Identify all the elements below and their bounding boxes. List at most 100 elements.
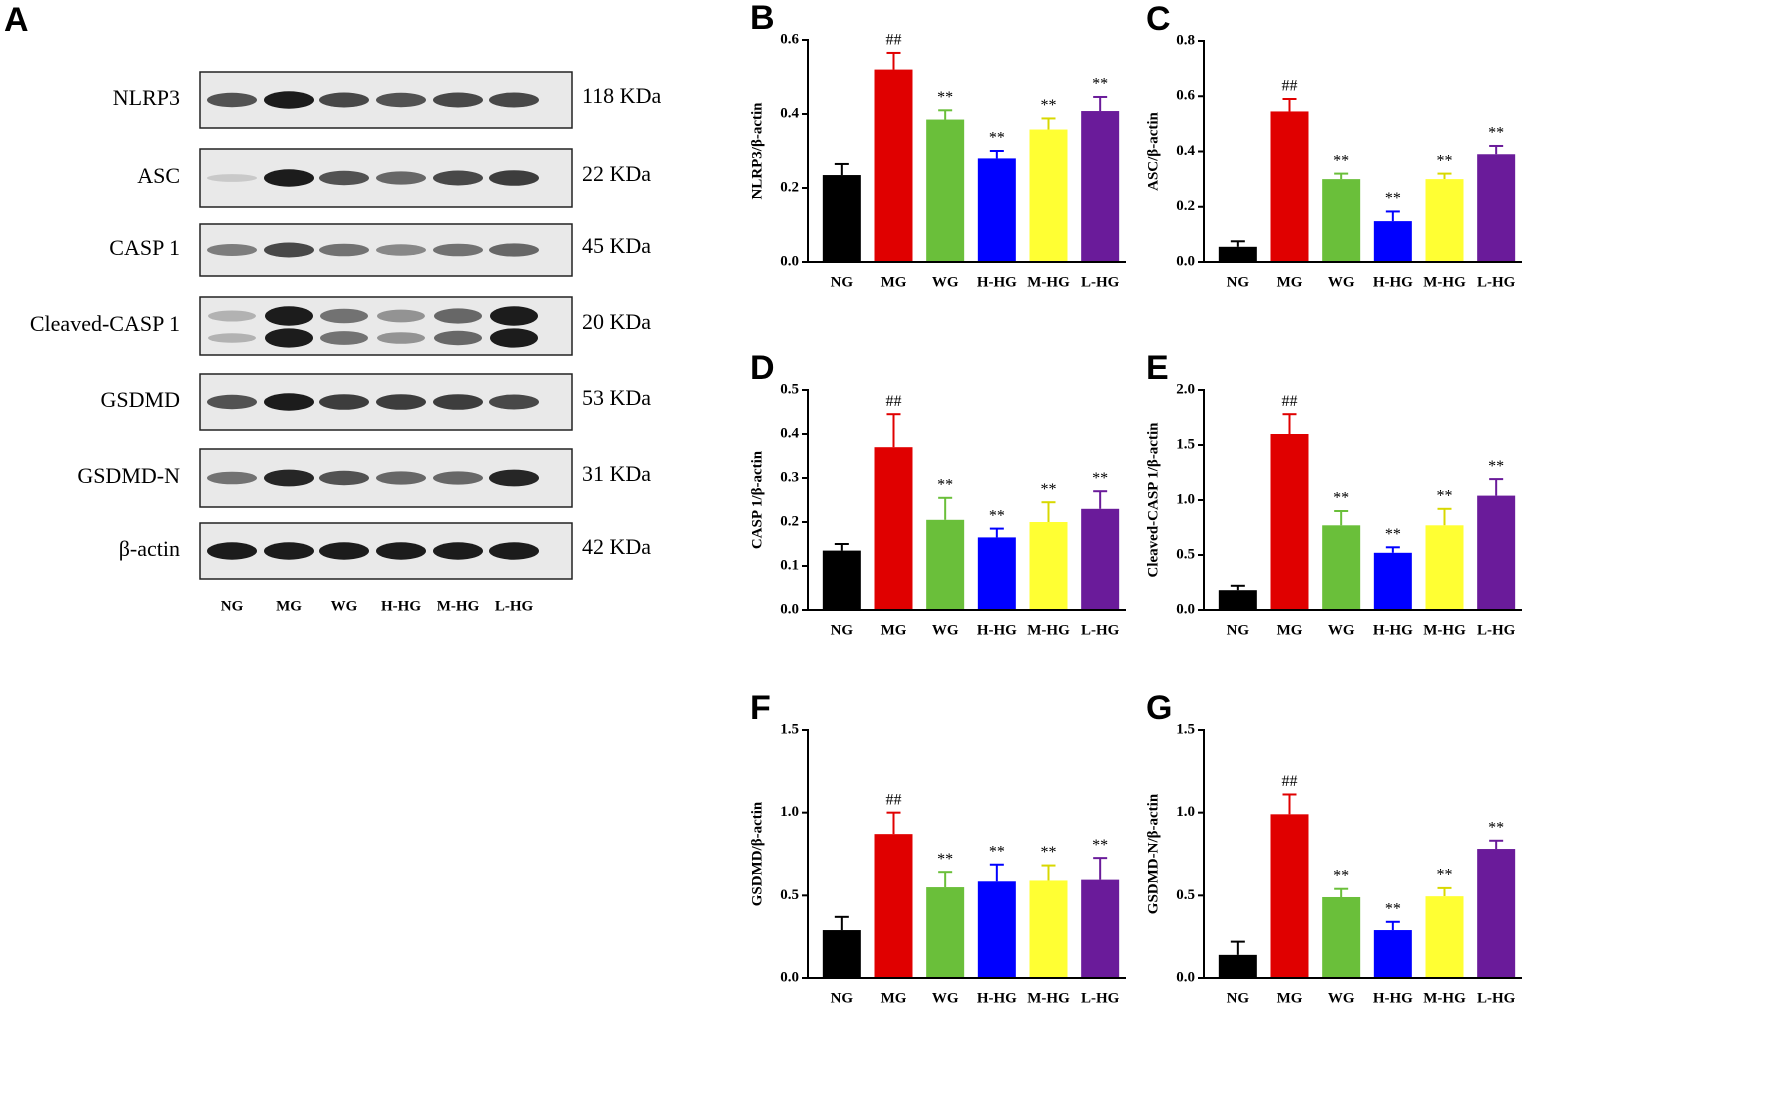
band <box>207 244 257 256</box>
x-tick-label: L-HG <box>1477 990 1516 1006</box>
significance: ** <box>989 843 1005 860</box>
lane-label: MG <box>276 598 302 614</box>
y-tick-label: 0.2 <box>780 179 799 195</box>
band <box>264 393 314 411</box>
band <box>489 92 539 108</box>
bar <box>874 447 913 610</box>
bar <box>926 119 965 262</box>
x-tick-label: WG <box>1328 990 1355 1006</box>
significance: ## <box>1282 78 1298 95</box>
band <box>319 92 369 108</box>
band <box>433 170 483 186</box>
bar <box>1477 154 1516 262</box>
blot-row-label: ASC <box>137 163 180 188</box>
x-tick-label: MG <box>881 274 907 290</box>
x-tick-label: L-HG <box>1477 622 1516 638</box>
band <box>207 92 257 108</box>
x-tick-label: H-HG <box>1373 990 1413 1006</box>
band <box>489 170 539 186</box>
significance: ** <box>937 476 953 493</box>
x-tick-label: L-HG <box>1081 990 1120 1006</box>
x-tick-label: WG <box>1328 274 1355 290</box>
bar <box>1081 879 1120 978</box>
y-tick-label: 1.0 <box>1176 491 1195 507</box>
bar <box>1477 849 1516 978</box>
significance: ** <box>1333 490 1349 507</box>
x-tick-label: NG <box>1227 274 1250 290</box>
y-tick-label: 0.1 <box>780 557 799 573</box>
x-tick-label: NG <box>831 274 854 290</box>
y-tick-label: 0.0 <box>1176 253 1195 269</box>
bar <box>822 930 861 978</box>
band <box>319 470 369 486</box>
y-tick-label: 2.0 <box>1176 381 1195 397</box>
bar <box>1029 880 1068 978</box>
x-tick-label: M-HG <box>1027 990 1070 1006</box>
y-tick-label: 0.0 <box>1176 601 1195 617</box>
blot-row-label: GSDMD-N <box>77 463 180 488</box>
significance: ** <box>1488 458 1504 475</box>
bar <box>1425 896 1464 978</box>
significance: ** <box>1333 152 1349 169</box>
x-tick-label: H-HG <box>1373 622 1413 638</box>
significance: ## <box>886 32 902 49</box>
significance: ** <box>1041 97 1057 114</box>
blot-row-label: NLRP3 <box>113 85 180 110</box>
x-tick-label: NG <box>1227 622 1250 638</box>
x-tick-label: M-HG <box>1423 990 1466 1006</box>
significance: ## <box>886 393 902 410</box>
x-tick-label: L-HG <box>1477 274 1516 290</box>
y-tick-label: 0.2 <box>1176 198 1195 214</box>
x-tick-label: L-HG <box>1081 622 1120 638</box>
band <box>489 469 539 487</box>
y-axis-label: GSDMD/β-actin <box>749 801 765 906</box>
band <box>376 394 426 410</box>
bar <box>1218 954 1257 978</box>
blot-size-label: 118 KDa <box>582 83 661 108</box>
x-tick-label: NG <box>831 990 854 1006</box>
band <box>433 92 483 108</box>
band <box>208 333 256 343</box>
band <box>264 91 314 109</box>
lane-label: NG <box>221 598 244 614</box>
y-tick-label: 0.5 <box>1176 887 1195 903</box>
y-tick-label: 0.0 <box>780 969 799 985</box>
lane-label: M-HG <box>437 598 480 614</box>
band <box>434 308 482 324</box>
panel-letter: G <box>1146 689 1172 727</box>
significance: ## <box>886 791 902 808</box>
band <box>319 542 369 560</box>
x-tick-label: H-HG <box>977 990 1017 1006</box>
bar <box>1081 508 1120 610</box>
y-tick-label: 1.0 <box>780 804 799 820</box>
significance: ** <box>937 851 953 868</box>
bar <box>874 834 913 978</box>
band <box>376 471 426 485</box>
band <box>207 394 257 410</box>
x-tick-label: WG <box>932 990 959 1006</box>
x-tick-label: L-HG <box>1081 274 1120 290</box>
band <box>320 331 368 345</box>
band <box>490 306 538 326</box>
band <box>376 92 426 108</box>
bar <box>1477 495 1516 610</box>
x-tick-label: M-HG <box>1423 622 1466 638</box>
y-axis-label: ASC/β-actin <box>1145 111 1161 190</box>
blot-size-label: 20 KDa <box>582 309 651 334</box>
band <box>207 174 257 182</box>
y-tick-label: 0.4 <box>780 105 799 121</box>
y-tick-label: 1.5 <box>1176 436 1195 452</box>
panel-letter: C <box>1146 0 1171 38</box>
bar <box>926 887 965 978</box>
x-tick-label: H-HG <box>977 274 1017 290</box>
blot-size-label: 45 KDa <box>582 233 651 258</box>
band <box>319 170 369 186</box>
significance: ** <box>937 89 953 106</box>
panel-letter: D <box>750 349 775 387</box>
y-tick-label: 0.2 <box>780 513 799 529</box>
bar <box>977 881 1016 978</box>
bar <box>926 519 965 610</box>
significance: ** <box>989 507 1005 524</box>
panel-letter: E <box>1146 349 1169 387</box>
band <box>489 542 539 560</box>
